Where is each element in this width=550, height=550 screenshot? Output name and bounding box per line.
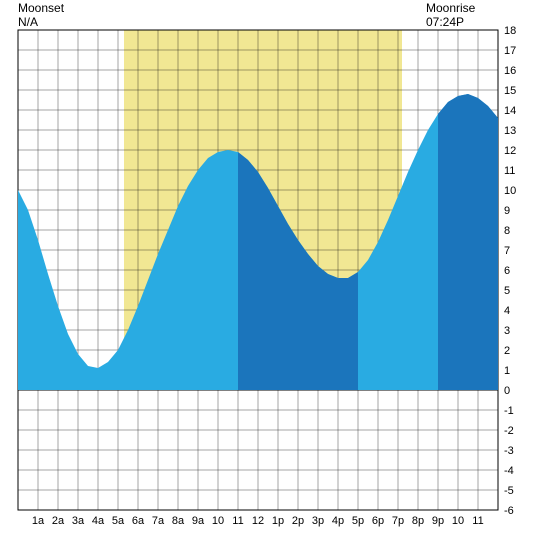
- x-axis-label: 10: [452, 515, 464, 527]
- moonrise-title: Moonrise: [426, 1, 476, 15]
- x-axis-label: 3p: [312, 515, 324, 527]
- y-axis-label: 1: [504, 365, 510, 377]
- y-axis-label: 17: [504, 45, 516, 57]
- y-axis-label: 3: [504, 325, 510, 337]
- y-axis-label: 14: [504, 105, 516, 117]
- x-axis-label: 7a: [152, 515, 165, 527]
- x-axis-label: 1p: [272, 515, 284, 527]
- y-axis-label: -4: [504, 465, 514, 477]
- y-axis-label: -1: [504, 405, 514, 417]
- x-axis-label: 6a: [132, 515, 145, 527]
- x-axis-label: 7p: [392, 515, 404, 527]
- moonrise-value: 07:24P: [426, 15, 464, 29]
- x-axis-label: 2a: [52, 515, 65, 527]
- x-axis-label: 12: [252, 515, 264, 527]
- x-axis-label: 4p: [332, 515, 344, 527]
- y-axis-label: 18: [504, 25, 516, 37]
- x-axis-label: 9a: [192, 515, 205, 527]
- x-axis-label: 4a: [92, 515, 105, 527]
- x-axis-label: 10: [212, 515, 224, 527]
- y-axis-label: 2: [504, 345, 510, 357]
- y-axis-label: -3: [504, 445, 514, 457]
- x-axis-label: 3a: [72, 515, 85, 527]
- x-axis-label: 2p: [292, 515, 304, 527]
- tide-chart: 1a2a3a4a5a6a7a8a9a1011121p2p3p4p5p6p7p8p…: [0, 0, 550, 550]
- x-axis-label: 11: [472, 515, 483, 527]
- x-axis-label: 11: [232, 515, 243, 527]
- moonset-title: Moonset: [18, 1, 65, 15]
- y-axis-label: 10: [504, 185, 516, 197]
- chart-svg: 1a2a3a4a5a6a7a8a9a1011121p2p3p4p5p6p7p8p…: [0, 0, 550, 550]
- x-axis-label: 9p: [432, 515, 444, 527]
- y-axis-label: 15: [504, 85, 516, 97]
- y-axis-label: 13: [504, 125, 516, 137]
- y-axis-label: 12: [504, 145, 516, 157]
- x-axis-label: 6p: [372, 515, 384, 527]
- y-axis-label: 6: [504, 265, 510, 277]
- y-axis-label: -5: [504, 485, 514, 497]
- y-axis-label: 8: [504, 225, 510, 237]
- moonset-value: N/A: [18, 15, 38, 29]
- y-axis-label: 5: [504, 285, 510, 297]
- x-axis-label: 5p: [352, 515, 364, 527]
- y-axis-label: -2: [504, 425, 514, 437]
- y-axis-label: 7: [504, 245, 510, 257]
- x-axis-label: 1a: [32, 515, 45, 527]
- y-axis-label: 9: [504, 205, 510, 217]
- y-axis-label: 16: [504, 65, 516, 77]
- y-axis-label: 0: [504, 385, 510, 397]
- y-axis-label: 11: [504, 165, 515, 177]
- x-axis-label: 8p: [412, 515, 424, 527]
- x-axis-label: 5a: [112, 515, 125, 527]
- x-axis-label: 8a: [172, 515, 185, 527]
- y-axis-label: -6: [504, 505, 514, 517]
- y-axis-label: 4: [504, 305, 510, 317]
